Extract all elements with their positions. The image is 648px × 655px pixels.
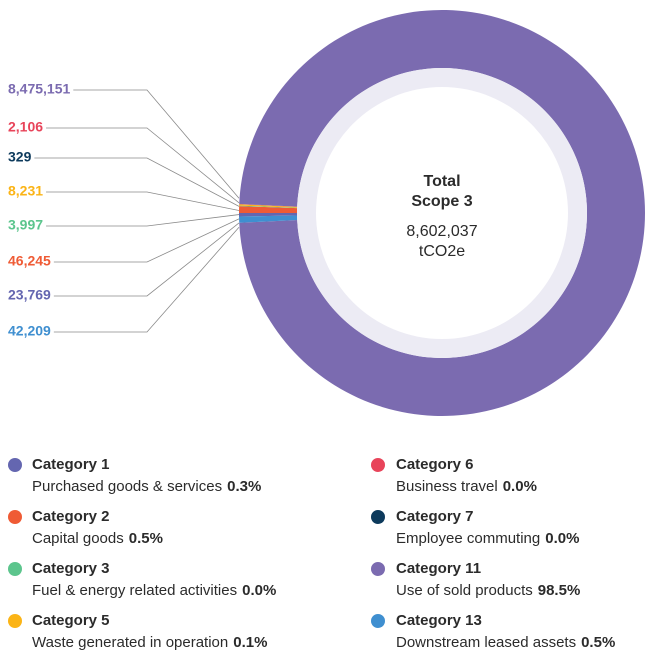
leader-line [73,89,240,199]
legend-name: Category 6 [396,456,474,473]
slice [239,203,298,207]
slice [239,206,298,214]
legend-description: Fuel & energy related activities [32,582,237,599]
slice [239,215,298,223]
value-label: 8,475,151 [8,81,70,97]
hole [316,87,568,339]
legend-desc: Purchased goods & services 0.3% [32,478,261,495]
legend: Category 1 Purchased goods & services 0.3%… [8,456,615,651]
value-label: 3,997 [8,217,43,233]
legend-description: Business travel [396,478,498,495]
legend-description: Downstream leased assets [396,634,576,650]
legend-name: Category 7 [396,508,474,525]
value-label: 46,245 [8,253,51,269]
legend-share: 0.0% [503,478,537,495]
legend-name: Category 13 [396,612,482,629]
legend-description: Purchased goods & services [32,478,222,495]
leader-line [46,214,240,227]
leader-line [53,227,240,333]
legend-name: Category 3 [32,560,110,577]
legend-share: 0.5% [129,530,163,547]
legend-desc: Capital goods 0.5% [32,530,163,547]
callouts: 23,769 46,245 3,997 8,231 2,106 329 8,475,151 4… [8,81,240,339]
legend-name: Category 11 [396,560,481,577]
legend-dot [8,614,22,628]
value-label: 8,231 [8,183,43,199]
value-label: 42,209 [8,323,51,339]
legend-dot [8,510,22,524]
legend-share: 0.1% [233,634,267,650]
slice [239,205,298,209]
legend-dot [371,614,385,628]
value-label: 329 [8,149,32,165]
center-total: 8,602,037 [406,223,477,240]
leader-line [53,218,240,263]
legend-name: Category 1 [32,456,110,473]
legend-share: 0.3% [227,478,261,495]
value-label: 2,106 [8,119,43,135]
legend-desc: Use of sold products 98.5% [396,582,580,599]
legend-name: Category 2 [32,508,110,525]
center-unit: tCO2e [419,243,465,260]
legend-share: 98.5% [538,582,581,599]
legend-dot [371,458,385,472]
center-label: Total Scope 3 8,602,037 tCO2e [406,173,477,260]
leader-line [34,157,240,207]
legend-description: Capital goods [32,530,124,547]
value-label: 23,769 [8,287,51,303]
legend-share: 0.0% [545,530,579,547]
legend-dot [8,458,22,472]
donut [239,10,646,417]
legend-desc: Business travel 0.0% [396,478,537,495]
legend-desc: Downstream leased assets 0.5% [396,634,615,650]
center-title: Scope 3 [411,193,472,210]
leader-line [46,127,240,204]
legend-name: Category 5 [32,612,110,629]
leader-line [46,191,240,211]
leader-line [53,222,240,297]
legend-desc: Fuel & energy related activities 0.0% [32,582,276,599]
legend-description: Employee commuting [396,530,540,547]
slice [239,204,298,208]
legend-description: Use of sold products [396,582,533,599]
legend-desc: Waste generated in operation 0.1% [32,634,267,650]
legend-dot [371,562,385,576]
slice [239,204,298,207]
center-title: Total [423,173,460,190]
legend-dot [8,562,22,576]
legend-desc: Employee commuting 0.0% [396,530,579,547]
legend-description: Waste generated in operation [32,634,228,650]
legend-dot [371,510,385,524]
legend-share: 0.0% [242,582,276,599]
legend-share: 0.5% [581,634,615,650]
slice [239,213,298,217]
